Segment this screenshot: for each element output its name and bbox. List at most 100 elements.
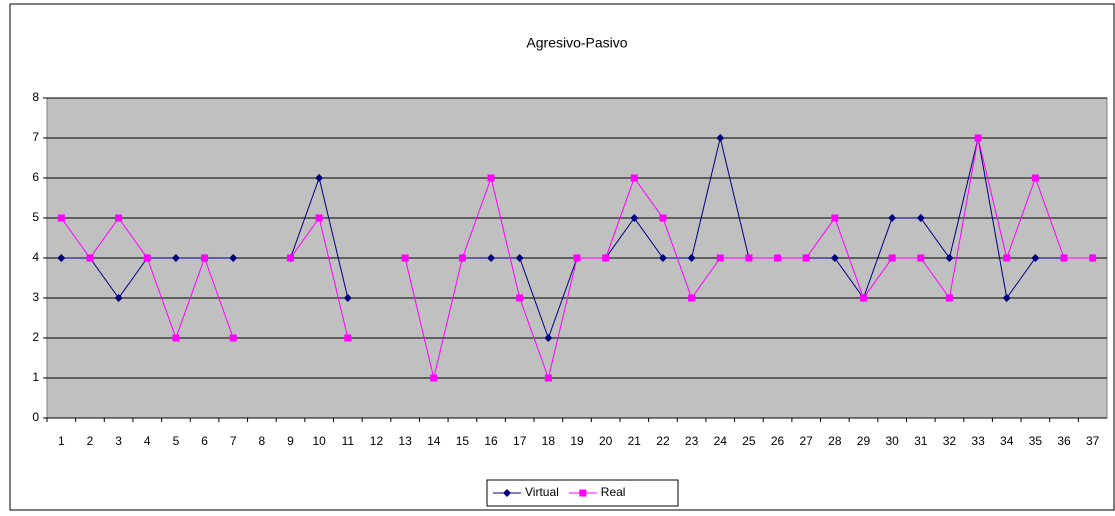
x-tick-label: 9: [287, 434, 294, 448]
x-tick-label: 25: [742, 434, 756, 448]
x-tick-label: 2: [87, 434, 94, 448]
x-tick-label: 12: [370, 434, 384, 448]
x-tick-label: 19: [570, 434, 584, 448]
marker: [831, 214, 839, 222]
x-tick-label: 33: [971, 434, 985, 448]
marker: [974, 134, 982, 142]
marker: [945, 254, 954, 262]
x-tick-label: 6: [201, 434, 208, 448]
marker: [716, 254, 724, 262]
marker: [487, 174, 495, 182]
x-tick-label: 10: [312, 434, 326, 448]
x-tick-label: 24: [714, 434, 728, 448]
marker: [573, 254, 581, 262]
y-tick-label: 8: [32, 90, 39, 104]
y-tick-label: 3: [32, 290, 39, 304]
marker: [687, 254, 696, 262]
marker: [579, 489, 587, 497]
marker: [630, 214, 639, 222]
marker: [945, 294, 953, 302]
y-tick-label: 1: [32, 370, 39, 384]
marker: [1003, 254, 1011, 262]
marker: [515, 254, 524, 262]
x-tick-label: 15: [456, 434, 470, 448]
marker: [57, 214, 65, 222]
x-tick-label: 35: [1029, 434, 1043, 448]
x-tick-label: 16: [484, 434, 498, 448]
marker: [516, 294, 524, 302]
marker: [888, 214, 897, 222]
marker: [114, 294, 123, 302]
legend-label: Real: [601, 485, 626, 499]
x-tick-label: 26: [771, 434, 785, 448]
marker: [602, 254, 610, 262]
marker: [830, 254, 839, 262]
marker: [115, 214, 123, 222]
marker: [57, 254, 66, 262]
marker: [859, 294, 867, 302]
x-tick-label: 28: [828, 434, 842, 448]
x-tick-label: 18: [542, 434, 556, 448]
y-tick-label: 2: [32, 330, 39, 344]
marker: [658, 254, 667, 262]
y-tick-label: 0: [32, 410, 39, 424]
x-tick-label: 14: [427, 434, 441, 448]
marker: [1089, 254, 1097, 262]
marker: [630, 174, 638, 182]
legend-label: Virtual: [525, 485, 559, 499]
marker: [1031, 254, 1040, 262]
marker: [315, 214, 323, 222]
x-tick-label: 36: [1057, 434, 1071, 448]
y-tick-label: 4: [32, 250, 39, 264]
marker: [86, 254, 94, 262]
x-tick-label: 17: [513, 434, 527, 448]
x-tick-label: 37: [1086, 434, 1100, 448]
marker: [716, 134, 725, 142]
marker: [544, 334, 553, 342]
marker: [344, 334, 352, 342]
marker: [430, 374, 438, 382]
x-tick-label: 11: [342, 434, 355, 448]
marker: [487, 254, 496, 262]
x-tick-label: 32: [943, 434, 957, 448]
marker: [888, 254, 896, 262]
x-tick-label: 31: [914, 434, 928, 448]
marker: [503, 489, 511, 497]
marker: [688, 294, 696, 302]
x-tick-label: 21: [628, 434, 642, 448]
marker: [659, 214, 667, 222]
marker: [544, 374, 552, 382]
marker: [802, 254, 810, 262]
marker: [1002, 294, 1011, 302]
marker: [774, 254, 782, 262]
x-tick-label: 29: [857, 434, 871, 448]
marker: [201, 254, 209, 262]
marker: [172, 334, 180, 342]
marker: [458, 254, 466, 262]
x-tick-label: 3: [115, 434, 122, 448]
marker: [171, 254, 180, 262]
x-tick-label: 1: [58, 434, 65, 448]
marker: [287, 254, 295, 262]
x-tick-label: 13: [398, 434, 412, 448]
x-tick-label: 5: [173, 434, 180, 448]
marker: [916, 214, 925, 222]
x-tick-label: 7: [230, 434, 237, 448]
marker: [1031, 174, 1039, 182]
marker: [401, 254, 409, 262]
x-tick-label: 22: [656, 434, 670, 448]
marker: [1060, 254, 1068, 262]
chart-title: Agresivo-Pasivo: [526, 35, 627, 51]
marker: [917, 254, 925, 262]
x-tick-label: 23: [685, 434, 699, 448]
y-tick-label: 7: [32, 130, 39, 144]
marker: [229, 334, 237, 342]
x-tick-label: 20: [599, 434, 613, 448]
marker: [745, 254, 753, 262]
x-tick-label: 30: [885, 434, 899, 448]
x-tick-label: 27: [800, 434, 814, 448]
x-tick-label: 8: [259, 434, 266, 448]
marker: [315, 174, 324, 182]
marker: [229, 254, 238, 262]
